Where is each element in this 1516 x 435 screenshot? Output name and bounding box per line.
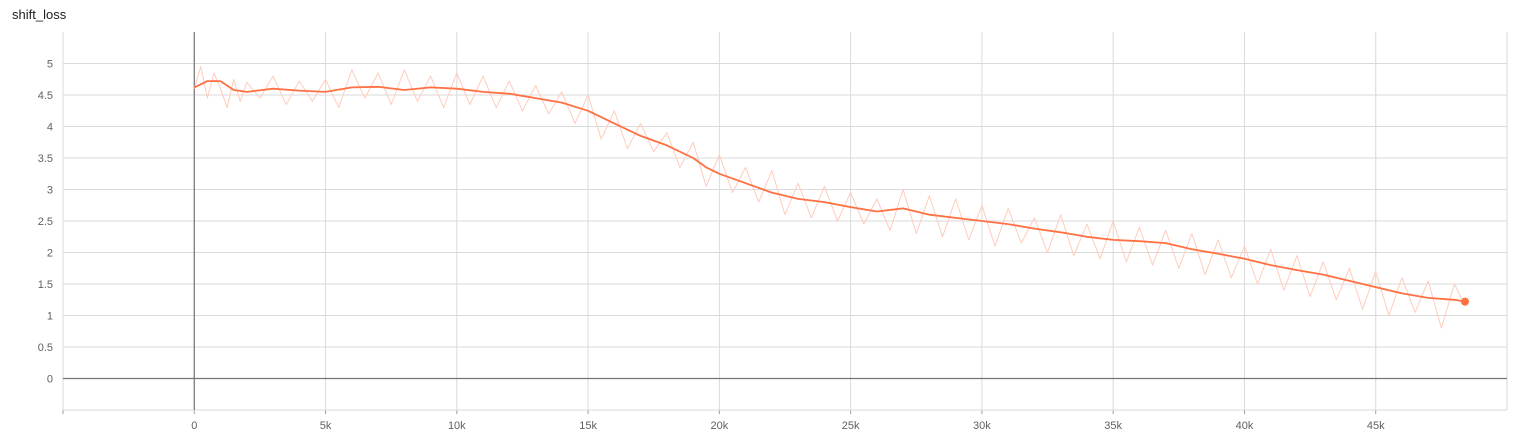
x-tick-label: 45k: [1367, 420, 1385, 432]
axes: [62, 32, 1507, 414]
raw-loss-line: [193, 66, 1466, 329]
y-tick-labels: 0 0.5 1 1.5 2 2.5 3 3.5 4 4.5 5: [38, 59, 53, 386]
y-tick-label: 3: [47, 185, 53, 197]
y-tick-label: 4.5: [38, 90, 53, 102]
x-tick-label: 15k: [579, 420, 597, 432]
y-tick-label: 4: [47, 122, 53, 134]
x-tick-label: 30k: [973, 420, 991, 432]
x-tick-label: 40k: [1236, 420, 1254, 432]
x-tick-labels: 0 5k 10k 15k 20k 25k 30k 35k 40k 45k: [191, 420, 1385, 432]
y-tick-label: 0: [47, 374, 53, 386]
x-tick-label: 25k: [842, 420, 860, 432]
x-tick-label: 0: [191, 420, 197, 432]
y-tick-label: 1: [47, 311, 53, 323]
last-point-marker: [1460, 297, 1469, 306]
y-tick-label: 2: [47, 248, 53, 260]
y-tick-label: 2.5: [38, 216, 53, 228]
smoothed-loss-line: [193, 80, 1466, 303]
y-tick-label: 0.5: [38, 342, 53, 354]
y-tick-label: 1.5: [38, 279, 53, 291]
x-tick-label: 35k: [1104, 420, 1122, 432]
x-tick-label: 5k: [320, 420, 332, 432]
x-tick-label: 10k: [448, 420, 466, 432]
y-tick-label: 5: [47, 59, 53, 71]
chart-title: shift_loss: [12, 7, 67, 22]
x-tick-label: 20k: [710, 420, 728, 432]
y-tick-label: 3.5: [38, 153, 53, 165]
series-lines: [193, 66, 1469, 329]
